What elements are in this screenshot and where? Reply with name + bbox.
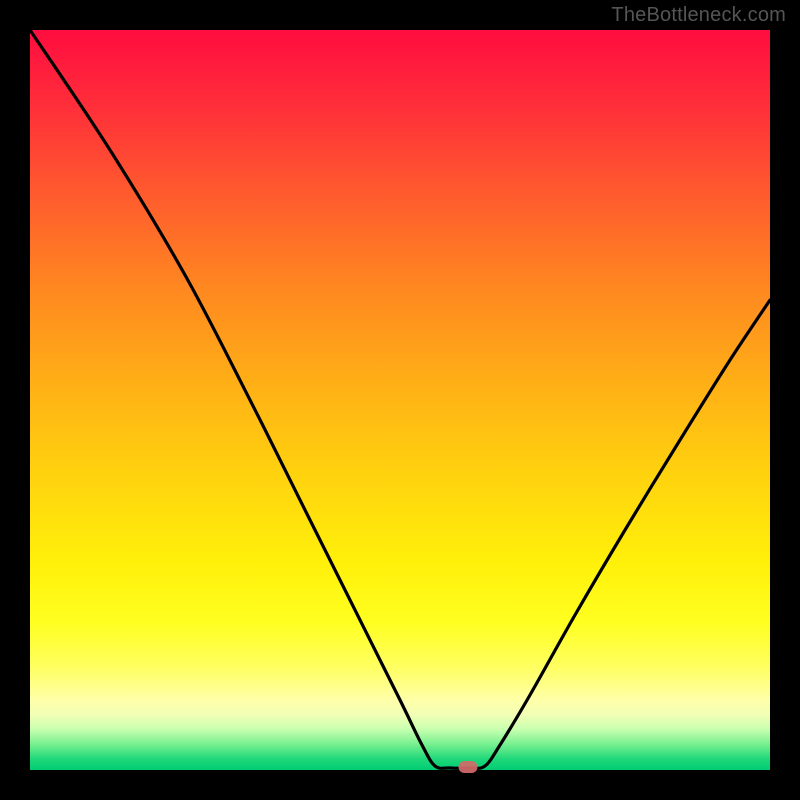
chart-svg: [0, 0, 800, 800]
watermark-text: TheBottleneck.com: [611, 4, 786, 27]
optimal-marker: [459, 761, 478, 773]
bottleneck-chart: [0, 0, 800, 800]
plot-background: [30, 30, 770, 770]
